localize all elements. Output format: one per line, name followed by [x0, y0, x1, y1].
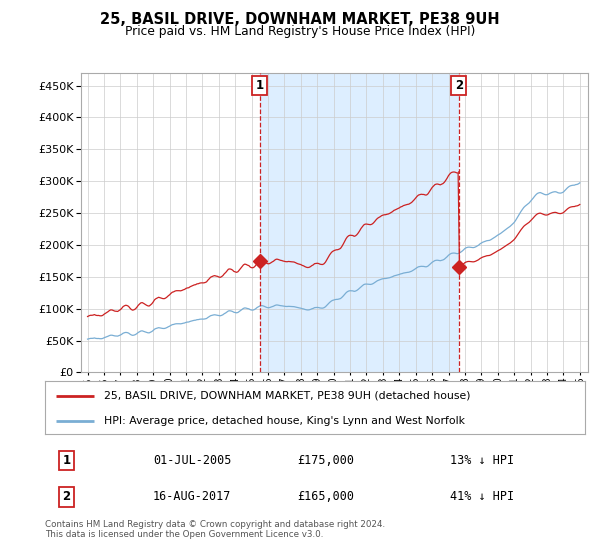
Text: £175,000: £175,000 — [298, 454, 354, 467]
Text: 16-AUG-2017: 16-AUG-2017 — [153, 491, 232, 503]
Text: 13% ↓ HPI: 13% ↓ HPI — [450, 454, 514, 467]
Text: 1: 1 — [256, 79, 264, 92]
Text: 25, BASIL DRIVE, DOWNHAM MARKET, PE38 9UH (detached house): 25, BASIL DRIVE, DOWNHAM MARKET, PE38 9U… — [104, 391, 471, 401]
Text: 1: 1 — [62, 454, 71, 467]
Text: £165,000: £165,000 — [298, 491, 354, 503]
Text: 2: 2 — [455, 79, 463, 92]
Text: Contains HM Land Registry data © Crown copyright and database right 2024.
This d: Contains HM Land Registry data © Crown c… — [45, 520, 385, 539]
Text: Price paid vs. HM Land Registry's House Price Index (HPI): Price paid vs. HM Land Registry's House … — [125, 25, 475, 38]
Bar — [260, 73, 459, 372]
Text: 2: 2 — [62, 491, 71, 503]
Text: 41% ↓ HPI: 41% ↓ HPI — [450, 491, 514, 503]
Text: HPI: Average price, detached house, King's Lynn and West Norfolk: HPI: Average price, detached house, King… — [104, 416, 466, 426]
Text: 01-JUL-2005: 01-JUL-2005 — [153, 454, 232, 467]
Text: 25, BASIL DRIVE, DOWNHAM MARKET, PE38 9UH: 25, BASIL DRIVE, DOWNHAM MARKET, PE38 9U… — [100, 12, 500, 27]
